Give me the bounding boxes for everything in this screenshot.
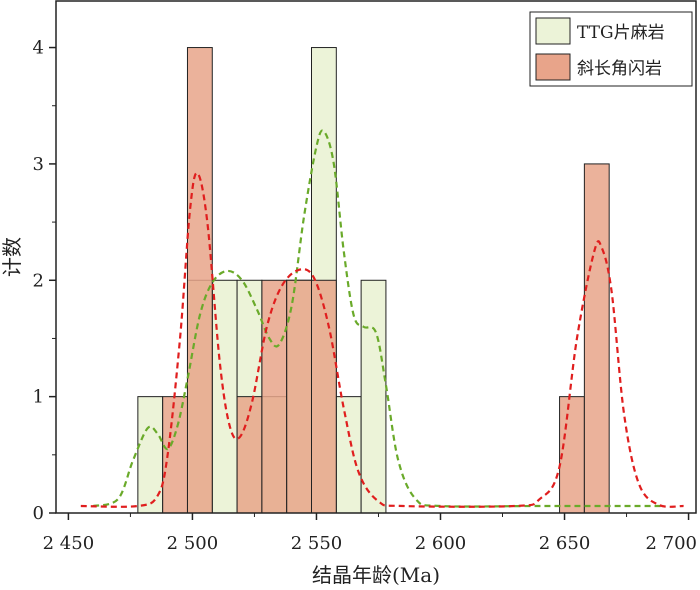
legend: TTG片麻岩 斜长角闪岩 [529,11,693,87]
density-curve-ttg [92,129,664,508]
y-axis-label: 计数 [0,237,24,277]
plot-frame [55,0,697,514]
bar-amphibolite-2 [236,396,263,514]
y-tick-label: 0 [33,503,44,524]
y-axis-ticks: 0 1 2 3 4 [33,38,56,524]
x-tick-label: 2 650 [539,533,591,554]
x-tick-label: 2 550 [291,533,343,554]
legend-swatch-amphibolite [535,53,571,81]
bar-amphibolite-3 [261,279,288,514]
bar-ttg-0 [137,396,164,514]
y-tick-label: 4 [33,38,44,59]
bar-amphibolite-5 [311,279,337,514]
legend-swatch-ttg [535,17,571,45]
x-tick-label: 2 500 [167,533,219,554]
x-axis-ticks: 2 450 2 500 2 550 2 600 2 650 2 700 [43,513,697,554]
x-tick-label: 2 700 [645,533,697,554]
y-tick-label: 2 [33,270,44,291]
bar-amphibolite-7 [583,163,610,514]
legend-label-amphibolite: 斜长角闪岩 [577,59,662,79]
legend-label-ttg: TTG片麻岩 [577,23,665,43]
bar-ttg-9 [360,279,387,514]
bar-amphibolite-6 [559,396,585,514]
y-tick-label: 3 [33,154,44,175]
bar-amphibolite-4 [286,279,313,514]
bar-amphibolite-0 [162,396,188,514]
x-axis-label: 结晶年龄(Ma) [312,563,440,587]
density-curves [80,129,684,508]
y-tick-label: 1 [33,387,44,408]
bar-amphibolite-1 [186,47,213,514]
x-tick-label: 2 450 [43,533,95,554]
x-tick-label: 2 600 [415,533,467,554]
bar-ttg-8 [335,396,362,514]
amphibolite-bars [162,47,610,514]
